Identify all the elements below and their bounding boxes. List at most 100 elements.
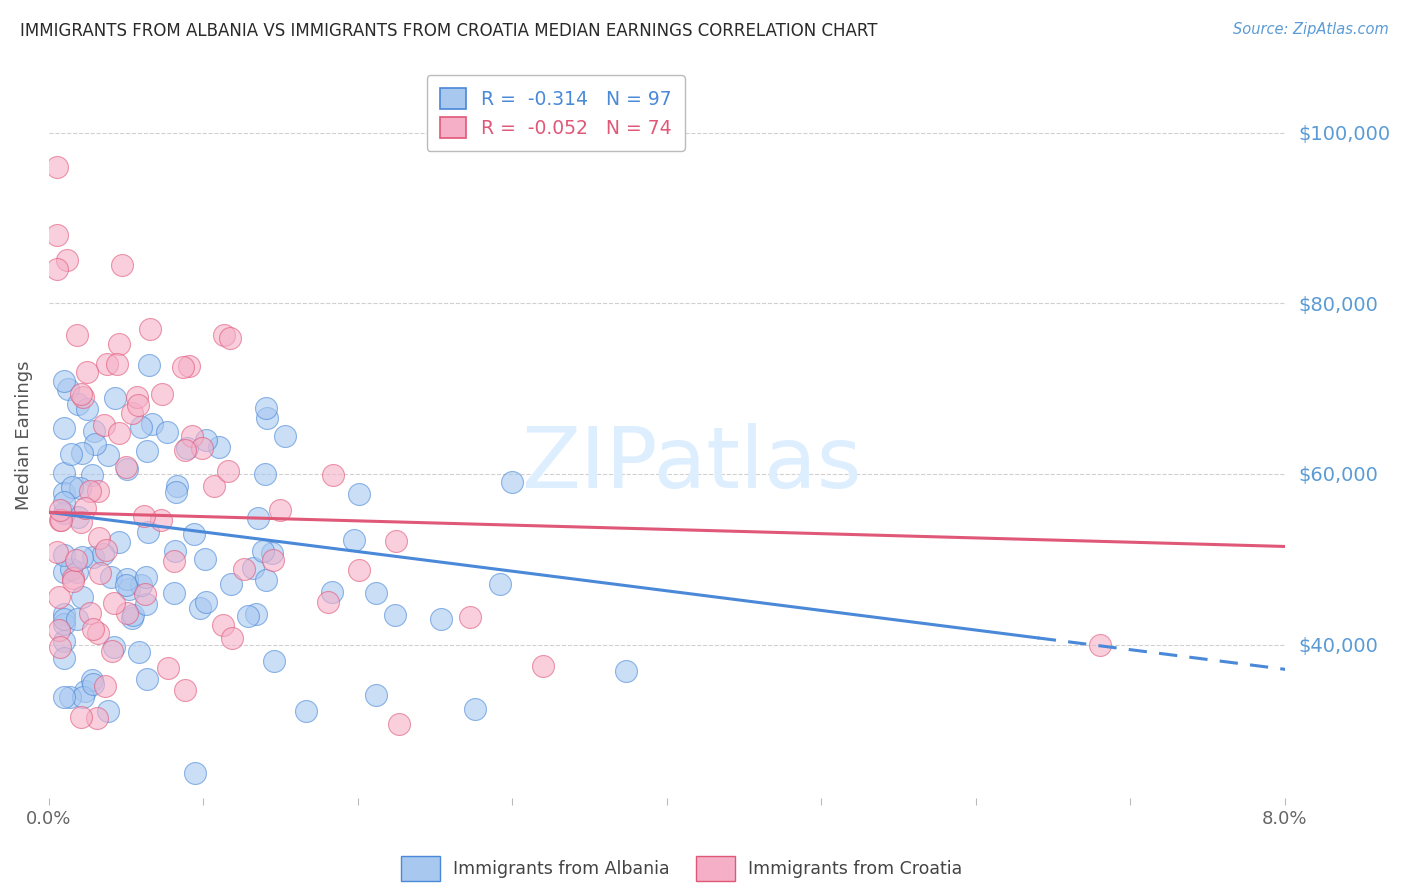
Point xyxy=(316,595,339,609)
Legend: R =  -0.314   N = 97, R =  -0.052   N = 74: R = -0.314 N = 97, R = -0.052 N = 74 xyxy=(426,75,685,151)
Point xyxy=(349,563,371,577)
Point xyxy=(256,411,278,425)
Point xyxy=(254,573,277,587)
Point xyxy=(489,577,512,591)
Point xyxy=(53,612,76,626)
Point xyxy=(76,365,98,379)
Point xyxy=(58,382,80,396)
Point xyxy=(91,547,114,561)
Point xyxy=(96,448,118,462)
Point xyxy=(115,460,138,475)
Point xyxy=(115,461,138,475)
Point xyxy=(129,419,152,434)
Point xyxy=(294,704,316,718)
Point xyxy=(122,608,145,623)
Point xyxy=(180,429,202,443)
Point xyxy=(82,549,104,564)
Point xyxy=(127,391,149,405)
Point xyxy=(347,487,370,501)
Point xyxy=(117,572,139,586)
Point xyxy=(59,561,82,575)
Point xyxy=(49,514,72,528)
Point xyxy=(165,484,187,499)
Point xyxy=(134,587,156,601)
Point xyxy=(118,582,141,596)
Point xyxy=(108,337,131,351)
Point xyxy=(136,524,159,539)
Point xyxy=(48,590,70,604)
Point xyxy=(429,612,451,626)
Point xyxy=(108,534,131,549)
Point xyxy=(49,503,72,517)
Point xyxy=(65,327,87,342)
Point xyxy=(501,475,523,489)
Point xyxy=(388,716,411,731)
Point xyxy=(53,565,76,579)
Point xyxy=(202,478,225,492)
Point xyxy=(166,479,188,493)
Point xyxy=(49,640,72,654)
Point xyxy=(45,262,67,277)
Point xyxy=(56,253,79,268)
Point xyxy=(49,513,72,527)
Point xyxy=(53,506,76,520)
Point xyxy=(141,417,163,431)
Text: IMMIGRANTS FROM ALBANIA VS IMMIGRANTS FROM CROATIA MEDIAN EARNINGS CORRELATION C: IMMIGRANTS FROM ALBANIA VS IMMIGRANTS FR… xyxy=(20,22,877,40)
Point xyxy=(86,711,108,725)
Point xyxy=(94,679,117,693)
Point xyxy=(53,548,76,562)
Point xyxy=(80,468,103,483)
Point xyxy=(70,549,93,564)
Point xyxy=(70,591,93,605)
Point xyxy=(157,661,180,675)
Point xyxy=(531,658,554,673)
Point xyxy=(136,444,159,458)
Point xyxy=(58,690,80,704)
Point xyxy=(70,515,93,529)
Point xyxy=(103,597,125,611)
Point xyxy=(385,534,408,549)
Point xyxy=(72,690,94,705)
Point xyxy=(62,574,84,588)
Point xyxy=(115,578,138,592)
Point xyxy=(45,160,67,174)
Text: Immigrants from Albania: Immigrants from Albania xyxy=(453,860,669,878)
Text: Immigrants from Croatia: Immigrants from Croatia xyxy=(748,860,962,878)
Point xyxy=(53,495,76,509)
Point xyxy=(96,357,118,371)
Point xyxy=(269,503,291,517)
Point xyxy=(53,690,76,704)
Point xyxy=(138,359,160,373)
Point xyxy=(134,597,156,611)
Point xyxy=(76,402,98,417)
Point xyxy=(194,552,217,566)
Text: Source: ZipAtlas.com: Source: ZipAtlas.com xyxy=(1233,22,1389,37)
Point xyxy=(176,441,198,455)
Point xyxy=(53,607,76,621)
Point xyxy=(121,406,143,420)
Point xyxy=(214,328,236,343)
Point xyxy=(174,442,197,457)
Point xyxy=(150,387,173,401)
Point xyxy=(343,533,366,548)
Point xyxy=(53,374,76,388)
Point xyxy=(66,565,89,579)
Point xyxy=(111,259,134,273)
Point xyxy=(103,391,125,405)
Point xyxy=(100,570,122,584)
Point xyxy=(53,633,76,648)
Point xyxy=(208,441,231,455)
Point xyxy=(96,543,118,558)
Point xyxy=(233,562,256,576)
Point xyxy=(221,632,243,646)
Point xyxy=(53,650,76,665)
Point xyxy=(84,437,107,451)
Point xyxy=(188,601,211,615)
Point xyxy=(72,390,94,404)
Point xyxy=(155,425,177,439)
Point xyxy=(53,616,76,631)
Point xyxy=(129,578,152,592)
Point xyxy=(163,554,186,568)
Point xyxy=(1088,638,1111,652)
Point xyxy=(135,570,157,584)
